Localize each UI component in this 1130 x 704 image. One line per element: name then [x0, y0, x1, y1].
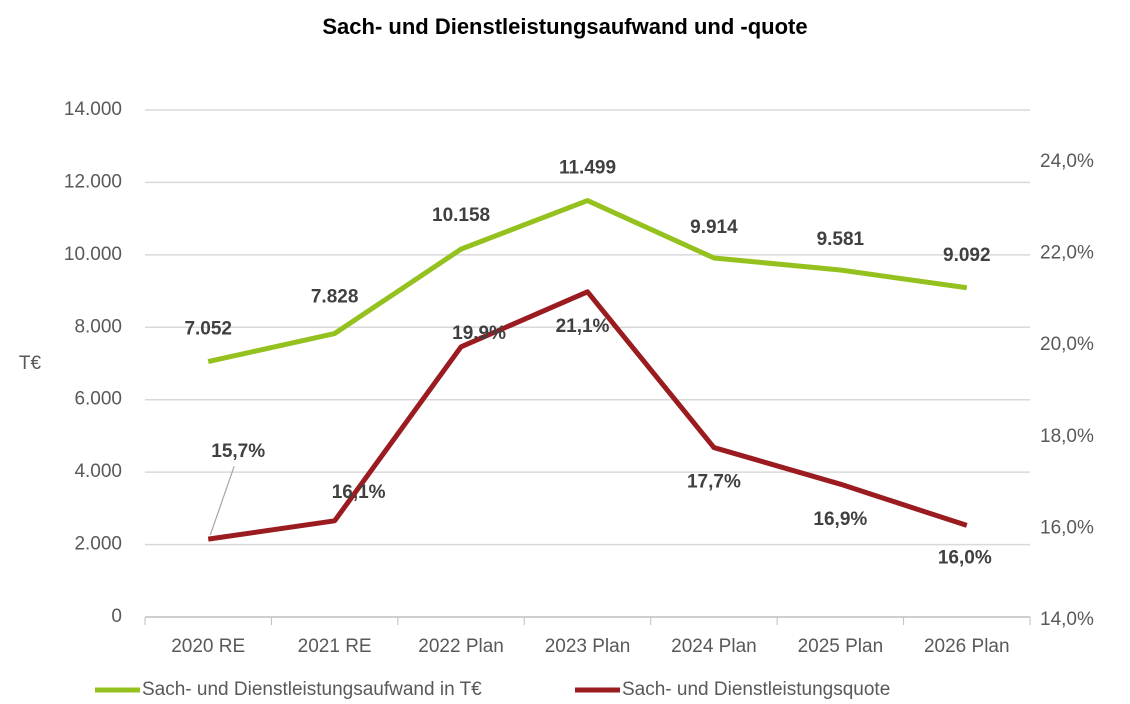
y-tick-label: 8.000: [74, 316, 122, 337]
y2-tick-label: 18,0%: [1040, 426, 1094, 447]
x-tick-label: 2026 Plan: [924, 636, 1010, 657]
x-tick-label: 2021 RE: [298, 636, 372, 657]
data-label: 7.052: [184, 319, 232, 340]
y2-tick-label: 22,0%: [1040, 243, 1094, 264]
y-tick-label: 14.000: [64, 99, 122, 120]
data-label: 21,1%: [556, 316, 610, 337]
y2-tick-label: 16,0%: [1040, 517, 1094, 538]
series-line: [207, 198, 968, 365]
legend-label: Sach- und Dienstleistungsquote: [622, 679, 890, 700]
y2-tick-label: 14,0%: [1040, 609, 1094, 630]
data-label: 17,7%: [687, 472, 741, 493]
data-label: 7.828: [311, 287, 359, 308]
y-tick-label: 2.000: [74, 534, 122, 555]
legend-label: Sach- und Dienstleistungsaufwand in T€: [142, 679, 482, 700]
data-label: 16,9%: [813, 509, 867, 530]
leader-line: [209, 465, 235, 536]
data-label: 9.092: [943, 245, 991, 266]
y-tick-label: 10.000: [64, 244, 122, 265]
y-axis-label: T€: [19, 353, 42, 374]
x-tick-label: 2023 Plan: [545, 636, 631, 657]
data-label: 11.499: [559, 158, 616, 179]
data-label: 9.581: [817, 229, 865, 250]
x-tick-label: 2022 Plan: [418, 636, 504, 657]
data-label: 19.9%: [452, 323, 506, 344]
y2-tick-label: 24,0%: [1040, 151, 1094, 172]
data-label: 16,0%: [938, 547, 992, 568]
y-tick-label: 4.000: [74, 461, 122, 482]
data-label: 9.914: [690, 217, 738, 238]
series-line: [207, 289, 968, 542]
data-label: 15,7%: [211, 441, 265, 462]
y-tick-label: 12.000: [64, 171, 122, 192]
data-label: 10.158: [432, 205, 490, 226]
x-tick-label: 2025 Plan: [798, 636, 884, 657]
y2-tick-label: 20,0%: [1040, 334, 1094, 355]
x-tick-label: 2020 RE: [171, 636, 245, 657]
x-tick-label: 2024 Plan: [671, 636, 757, 657]
y-tick-label: 0: [111, 606, 122, 627]
data-label: 16,1%: [332, 482, 386, 503]
y-tick-label: 6.000: [74, 389, 122, 410]
chart-title: Sach- und Dienstleistungsaufwand und -qu…: [322, 14, 807, 39]
